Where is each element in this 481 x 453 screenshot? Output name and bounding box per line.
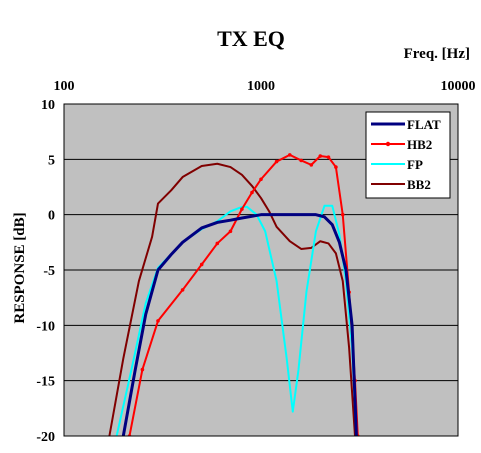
- data-point-hb2: [334, 165, 338, 169]
- data-point-hb2: [250, 190, 254, 195]
- data-point-hb2: [180, 288, 185, 292]
- data-point-hb2: [228, 229, 233, 234]
- legend-label-fp: FP: [407, 157, 423, 172]
- y-tick-label: -10: [36, 319, 55, 334]
- data-point-hb2: [340, 212, 345, 217]
- legend-label-bb2: BB2: [407, 177, 431, 192]
- series-flat: [121, 213, 358, 436]
- data-point-hb2: [326, 155, 331, 159]
- y-tick-label: 10: [41, 98, 55, 113]
- data-point-hb2: [318, 154, 323, 158]
- y-axis-label: RESPONSE [dB]: [12, 212, 28, 323]
- legend-label-hb2: HB2: [407, 137, 432, 152]
- x-axis-label: Freq. [Hz]: [404, 46, 470, 62]
- legend-label-flat: FLAT: [407, 117, 441, 132]
- data-point-hb2: [274, 159, 279, 164]
- plot-frame: [63, 103, 459, 437]
- data-point-hb2: [156, 319, 160, 323]
- x-tick-label: 100: [54, 79, 75, 94]
- data-point-hb2: [140, 367, 145, 372]
- x-tick-label: 1000: [247, 79, 275, 94]
- series-line-bb2: [108, 162, 356, 436]
- data-point-hb2: [299, 158, 304, 163]
- data-point-hb2: [199, 262, 204, 267]
- data-point-hb2: [259, 177, 263, 182]
- chart-title: TX EQ: [217, 26, 285, 51]
- y-tick-label: -5: [43, 264, 55, 279]
- data-point-hb2: [309, 163, 314, 167]
- y-tick-label: 0: [48, 209, 55, 224]
- data-point-hb2: [215, 241, 220, 246]
- data-point-hb2: [287, 153, 292, 157]
- legend: FLAT HB2 FP BB2: [365, 111, 451, 199]
- y-tick-label: 5: [48, 153, 55, 168]
- series-line-flat: [121, 213, 358, 436]
- series-bb2: [108, 162, 356, 436]
- legend-marker-hb2: [385, 141, 391, 147]
- x-tick-label: 10000: [441, 79, 476, 94]
- y-tick-labels: 10 5 0 -5 -10 -15 -20: [36, 98, 55, 445]
- series-lines: [108, 153, 360, 436]
- data-point-hb2: [240, 207, 244, 211]
- x-tick-labels: 100 1000 10000: [54, 79, 476, 94]
- y-tick-label: -20: [36, 430, 55, 445]
- y-tick-label: -15: [36, 375, 55, 390]
